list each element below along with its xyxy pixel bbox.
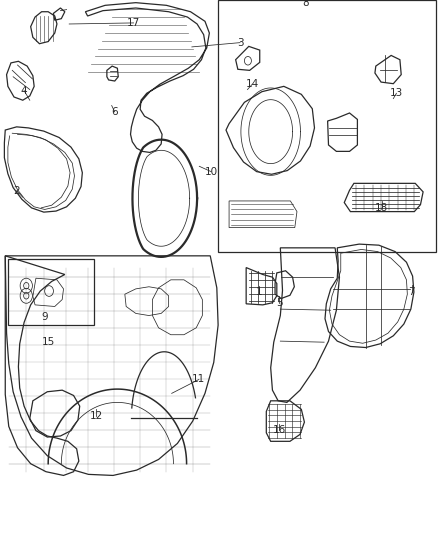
Text: 9: 9 [41,312,48,322]
Text: 1: 1 [256,287,263,297]
Text: 10: 10 [205,167,218,176]
Text: 6: 6 [111,107,118,117]
Text: 5: 5 [276,298,283,308]
Text: 11: 11 [192,375,205,384]
Text: 12: 12 [90,411,103,421]
Bar [218,0,436,252]
Text: 8: 8 [302,0,309,7]
Text: 2: 2 [13,186,20,196]
Text: 4: 4 [21,86,28,95]
Text: 3: 3 [237,38,244,47]
Text: 18: 18 [375,203,389,213]
Bar [8,259,94,325]
Text: 14: 14 [246,79,259,89]
Text: 17: 17 [127,18,140,28]
Text: 7: 7 [408,287,415,297]
Text: 13: 13 [390,88,403,98]
Text: 15: 15 [42,337,55,347]
Text: 16: 16 [273,425,286,435]
